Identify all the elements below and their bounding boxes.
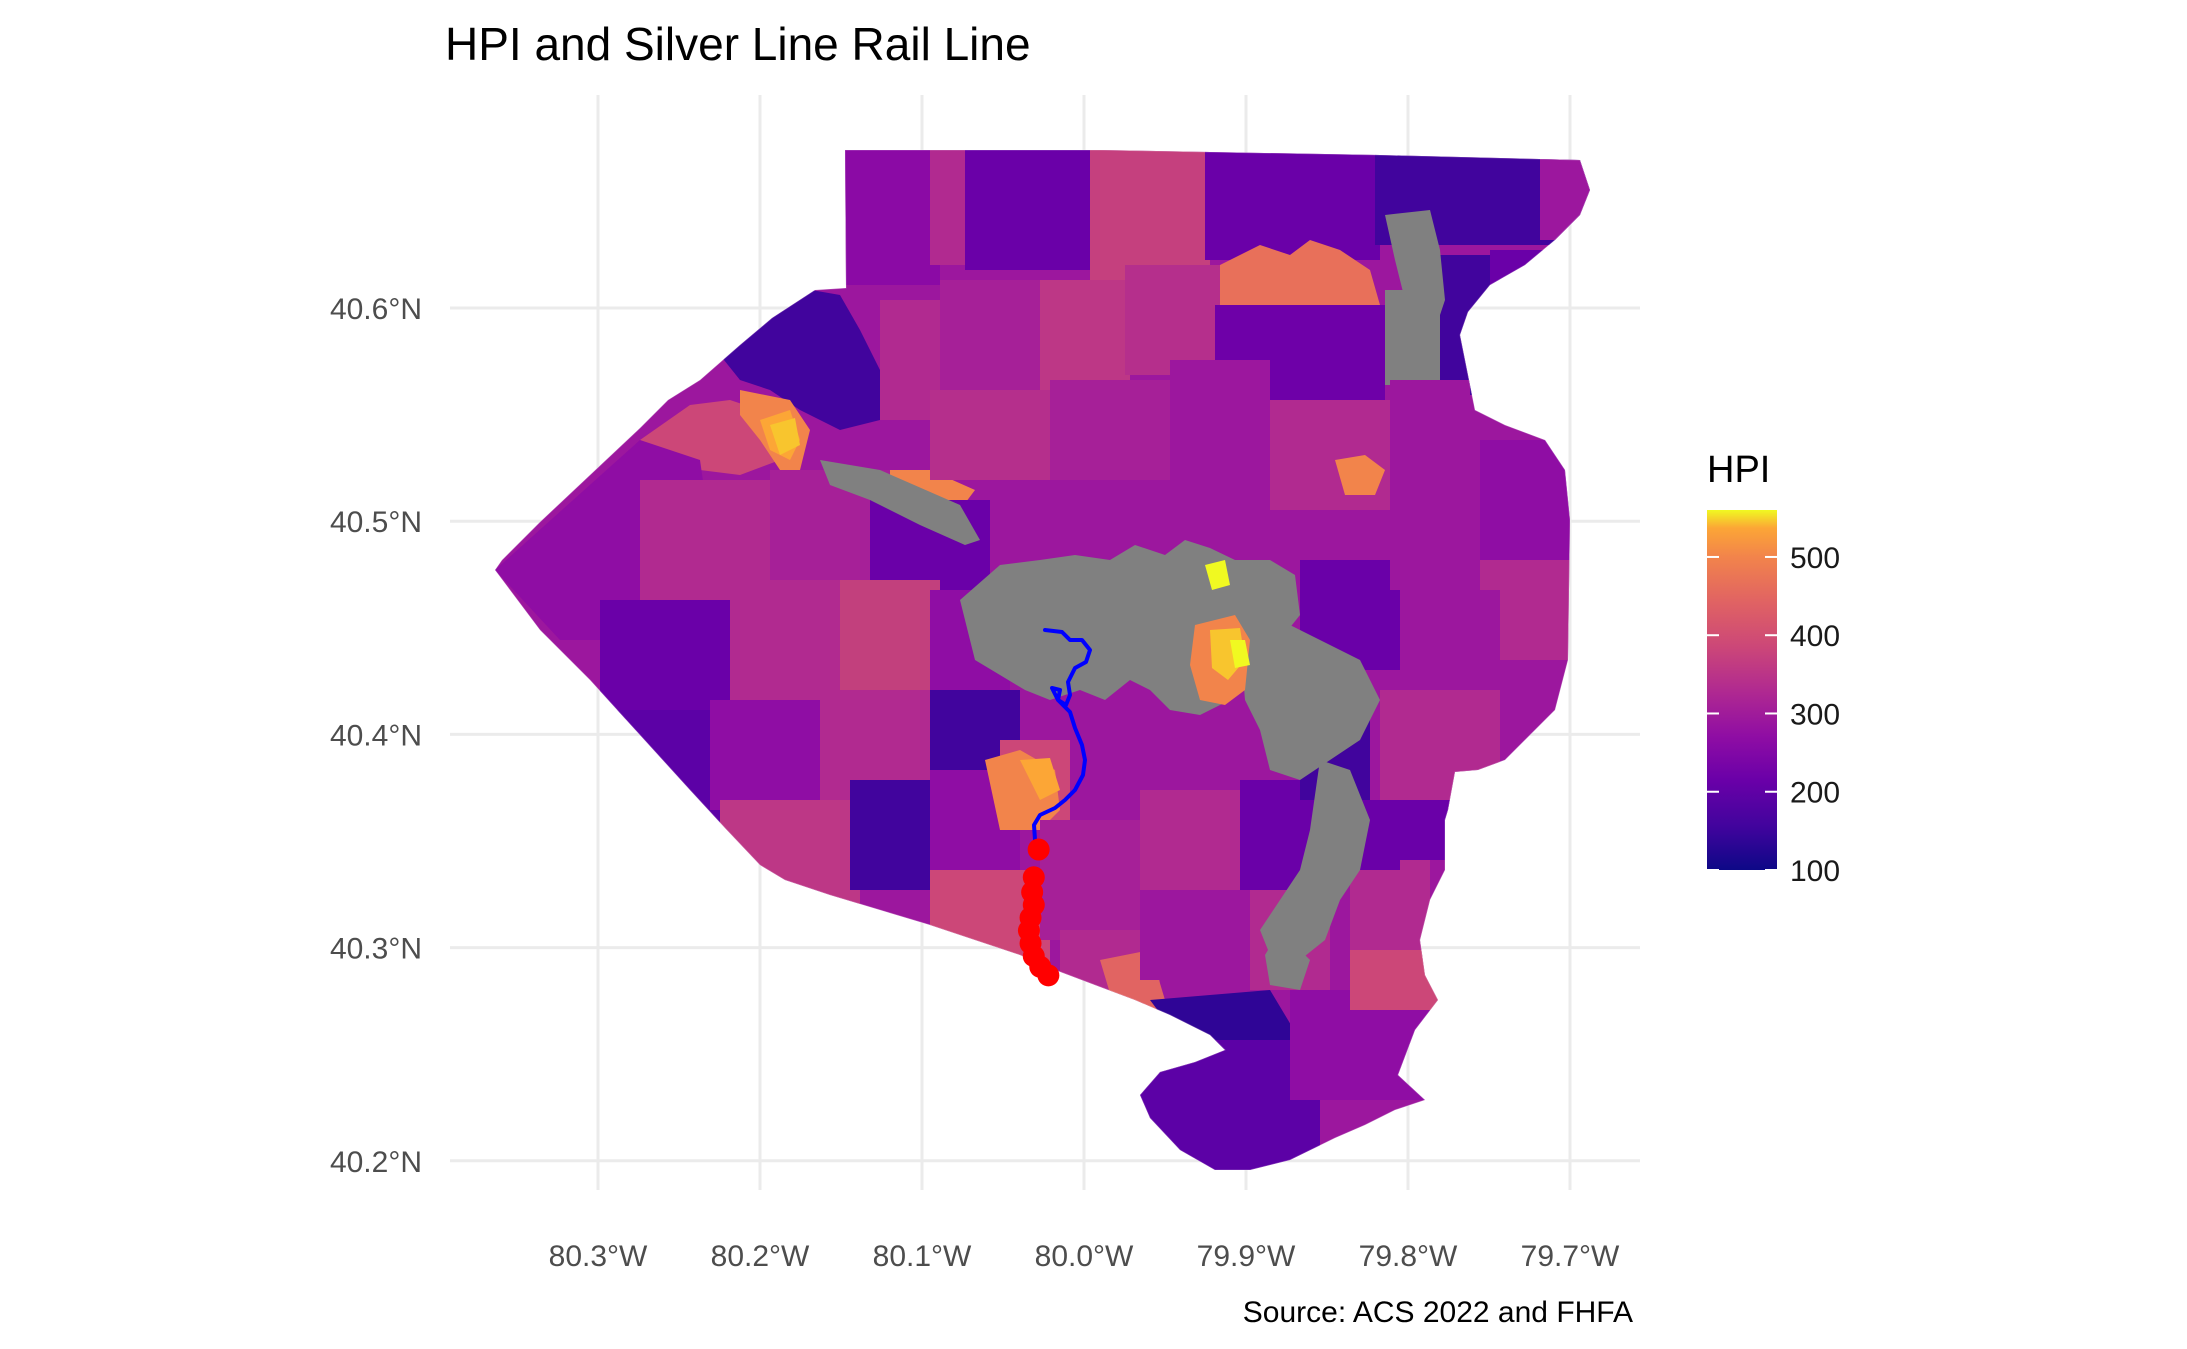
legend-tick-label: 100 bbox=[1790, 855, 1840, 888]
county-choropleth bbox=[494, 149, 1591, 1171]
legend: HPI 500 400 300 200 100 bbox=[1707, 449, 1840, 888]
y-tick-label: 40.4°N bbox=[330, 719, 422, 752]
legend-tick-label: 400 bbox=[1790, 620, 1840, 653]
axis-tick-labels: 80.3°W 80.2°W 80.1°W 80.0°W 79.9°W 79.8°W 79.7… bbox=[330, 293, 1620, 1273]
legend-title: HPI bbox=[1707, 449, 1770, 491]
chart-title: HPI and Silver Line Rail Line bbox=[445, 18, 1031, 70]
caption: Source: ACS 2022 and FHFA bbox=[1243, 1296, 1633, 1329]
y-tick-label: 40.3°N bbox=[330, 933, 422, 966]
y-tick-label: 40.5°N bbox=[330, 506, 422, 539]
y-tick-label: 40.2°N bbox=[330, 1146, 422, 1179]
x-tick-label: 80.1°W bbox=[873, 1240, 972, 1273]
station-marker bbox=[1037, 964, 1060, 987]
legend-tick-label: 200 bbox=[1790, 777, 1840, 810]
silver-line-rail bbox=[1032, 628, 1092, 842]
y-tick-label: 40.6°N bbox=[330, 293, 422, 326]
x-tick-label: 80.2°W bbox=[711, 1240, 810, 1273]
x-tick-label: 79.9°W bbox=[1197, 1240, 1296, 1273]
x-tick-label: 80.3°W bbox=[549, 1240, 648, 1273]
legend-tick-label: 500 bbox=[1790, 542, 1840, 575]
legend-colorbar bbox=[1707, 510, 1777, 870]
x-tick-label: 80.0°W bbox=[1035, 1240, 1134, 1273]
x-tick-label: 79.7°W bbox=[1521, 1240, 1620, 1273]
station-markers bbox=[1017, 838, 1060, 987]
x-tick-label: 79.8°W bbox=[1359, 1240, 1458, 1273]
station-marker bbox=[1027, 838, 1050, 861]
legend-tick-label: 300 bbox=[1790, 698, 1840, 731]
